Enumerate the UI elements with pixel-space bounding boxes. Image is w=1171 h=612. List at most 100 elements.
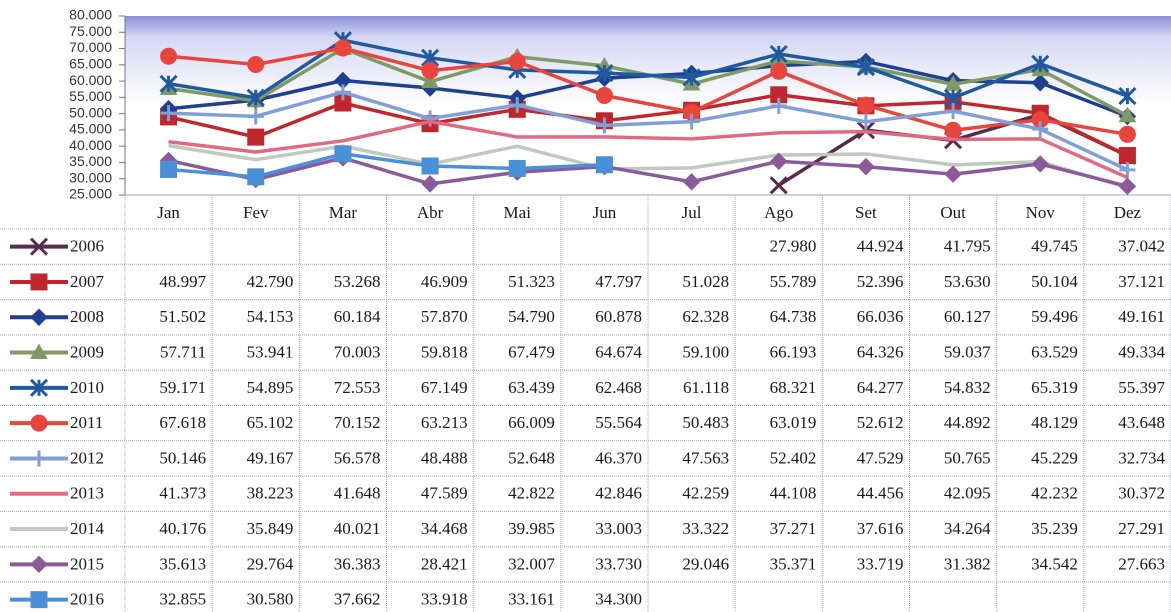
- point: [1118, 106, 1137, 123]
- table-cell: 60.184: [334, 307, 381, 326]
- legend-label: 2014: [70, 519, 105, 538]
- table-cell: 45.229: [1031, 448, 1078, 467]
- table-cell: 44.108: [770, 484, 817, 503]
- table-cell: 33.322: [682, 519, 729, 538]
- point: [30, 555, 48, 574]
- point: [596, 117, 613, 134]
- y-tick-label: 40.000: [69, 137, 112, 153]
- point: [334, 84, 351, 101]
- table-cell: 33.730: [595, 554, 642, 573]
- point: [595, 156, 613, 174]
- table-cell: 44.892: [944, 413, 991, 432]
- table-cell: 57.711: [160, 342, 206, 361]
- table-cell: 44.456: [857, 484, 904, 503]
- legend-label: 2009: [70, 342, 104, 361]
- table-cell: 31.382: [944, 554, 991, 573]
- table-cell: 42.822: [508, 484, 555, 503]
- legend-label: 2011: [70, 413, 103, 432]
- table-cell: 52.612: [857, 413, 904, 432]
- table-cell: 50.483: [682, 413, 729, 432]
- table-cell: 35.239: [1031, 519, 1078, 538]
- point: [944, 165, 962, 183]
- table-cell: 55.564: [595, 413, 642, 432]
- series-line: [168, 152, 605, 179]
- series-line: [168, 156, 1128, 189]
- y-tick-label: 80.000: [69, 7, 112, 23]
- point: [770, 152, 788, 170]
- point: [857, 96, 875, 114]
- table-cell: 42.790: [247, 272, 294, 291]
- table-cell: 37.616: [857, 519, 904, 538]
- table-cell: 35.849: [247, 519, 294, 538]
- table-cell: 47.529: [857, 448, 904, 467]
- table-cell: 37.271: [770, 519, 817, 538]
- table-cell: 30.580: [247, 590, 294, 609]
- table-cell: 70.003: [334, 342, 381, 361]
- table-cell: 63.439: [508, 378, 555, 397]
- table-cell: 49.161: [1118, 307, 1165, 326]
- table-cell: 43.648: [1118, 413, 1165, 432]
- table-cell: 53.630: [944, 272, 991, 291]
- table-cell: 42.259: [682, 484, 729, 503]
- table-cell: 35.371: [770, 554, 817, 573]
- point: [247, 128, 265, 146]
- point: [247, 108, 264, 125]
- table-cell: 37.121: [1118, 272, 1165, 291]
- table-cell: 61.118: [683, 378, 729, 397]
- table-cell: 34.264: [944, 519, 991, 538]
- table-cell: 42.232: [1031, 484, 1078, 503]
- table-cell: 32.855: [159, 590, 206, 609]
- table-cell: 55.789: [770, 272, 817, 291]
- table-cell: 59.171: [159, 378, 206, 397]
- point: [770, 97, 787, 114]
- point: [945, 103, 962, 120]
- x-tick-label: Jan: [157, 203, 180, 222]
- table-cell: 49.745: [1031, 237, 1078, 256]
- table-cell: 38.223: [247, 484, 294, 503]
- table-cell: 48.488: [421, 448, 468, 467]
- point: [160, 160, 178, 178]
- table-cell: 67.479: [508, 342, 555, 361]
- table-cell: 42.846: [595, 484, 642, 503]
- table-cell: 41.648: [334, 484, 381, 503]
- point: [509, 97, 526, 114]
- table-cell: 59.818: [421, 342, 468, 361]
- table-cell: 54.153: [247, 307, 294, 326]
- point: [160, 105, 177, 122]
- table-cell: 63.213: [421, 413, 468, 432]
- table-cell: 51.028: [682, 272, 729, 291]
- legend-label: 2013: [70, 484, 104, 503]
- table-cell: 64.277: [857, 378, 904, 397]
- point: [422, 110, 439, 127]
- series-line: [168, 119, 1129, 180]
- point: [334, 145, 352, 163]
- point: [857, 113, 874, 130]
- table-cell: 28.421: [421, 554, 468, 573]
- x-tick-label: Mar: [329, 203, 358, 222]
- table-cell: 49.167: [247, 448, 294, 467]
- point: [246, 88, 265, 107]
- y-tick-label: 35.000: [69, 153, 112, 169]
- table-cell: 30.372: [1118, 484, 1165, 503]
- y-tick-label: 70.000: [69, 39, 112, 55]
- point: [421, 62, 439, 80]
- legend-label: 2008: [70, 307, 104, 326]
- x-tick-label: Set: [855, 203, 877, 222]
- table-cell: 59.100: [682, 342, 729, 361]
- point: [1032, 121, 1049, 138]
- legend-label: 2015: [70, 554, 104, 573]
- table-cell: 63.529: [1031, 342, 1078, 361]
- table-cell: 32.007: [508, 554, 555, 573]
- table-cell: 44.924: [857, 237, 904, 256]
- legend-label: 2006: [70, 237, 104, 256]
- table-cell: 52.402: [770, 448, 817, 467]
- table-cell: 65.319: [1031, 378, 1078, 397]
- table-cell: 70.152: [334, 413, 381, 432]
- table-cell: 42.095: [944, 484, 991, 503]
- series-line: [168, 90, 1129, 172]
- table-cell: 48.997: [159, 272, 206, 291]
- table-cell: 51.323: [508, 272, 555, 291]
- table-cell: 59.496: [1031, 307, 1078, 326]
- table-cell: 41.373: [159, 484, 206, 503]
- table-cell: 66.193: [770, 342, 817, 361]
